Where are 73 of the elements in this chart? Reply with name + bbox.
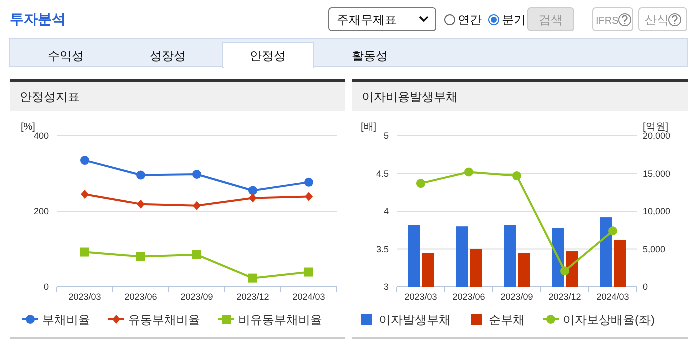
y2-tick-label: 0 <box>643 282 648 292</box>
y-axis-title: [배] <box>361 122 377 133</box>
point <box>416 179 426 188</box>
y-tick-label: 4.5 <box>376 168 389 179</box>
x-tick-label: 2023/03 <box>68 292 102 302</box>
text: 안정성 <box>250 49 286 63</box>
text: 주재무제표 <box>337 13 397 27</box>
x-tick-label: 2024/03 <box>292 292 326 302</box>
bar <box>470 249 482 287</box>
point <box>608 226 618 236</box>
legend-label: 유동부채비율 <box>128 313 200 327</box>
x-tick-label: 2023/12 <box>236 292 270 302</box>
point <box>304 178 314 187</box>
x-tick-label: 2023/06 <box>452 292 486 302</box>
y2-tick-label: 20,000 <box>643 131 671 141</box>
point <box>136 170 146 180</box>
point <box>248 186 258 196</box>
text: 분기 <box>502 13 526 27</box>
text: 활동성 <box>352 49 388 63</box>
point <box>80 156 90 166</box>
y-tick-label: 3.5 <box>376 244 389 254</box>
point <box>192 170 202 180</box>
y2-tick-label: 15,000 <box>643 168 671 179</box>
text: 연간 <box>458 13 482 27</box>
x-tick-label: 2023/06 <box>124 292 158 302</box>
y-tick-label: 5 <box>384 131 389 141</box>
x-tick-label: 2023/03 <box>404 292 438 302</box>
text: 수익성 <box>48 49 84 63</box>
y2-tick-label: 10,000 <box>643 206 671 216</box>
point <box>136 252 146 262</box>
point <box>137 200 145 209</box>
legend-label: 이자발생부채 <box>379 313 451 327</box>
legend-label: 비유동부채비율 <box>238 313 322 327</box>
y-tick-label: 0 <box>44 282 49 292</box>
text: IFRS <box>596 16 620 27</box>
point <box>304 268 314 277</box>
chart-title: 안정성지표 <box>20 90 80 104</box>
point <box>248 274 258 283</box>
text: 검색 <box>539 13 563 27</box>
bar <box>422 253 434 287</box>
point <box>193 201 201 210</box>
y-tick-label: 4 <box>384 206 389 216</box>
point <box>512 172 522 181</box>
point <box>464 168 474 177</box>
bar <box>518 253 530 287</box>
point <box>80 248 90 257</box>
y-tick-label: 200 <box>34 206 49 216</box>
legend-label: 순부채 <box>489 313 525 327</box>
chart-title: 이자비용발생부채 <box>362 90 458 104</box>
y2-axis-title: [억원] <box>643 122 669 133</box>
y-axis-title: [%] <box>21 122 36 133</box>
text: 산식 <box>645 13 669 27</box>
x-tick-label: 2023/09 <box>500 292 534 302</box>
point <box>81 190 89 200</box>
bar <box>504 225 516 287</box>
y2-tick-label: 5,000 <box>643 244 666 254</box>
x-tick-label: 2023/12 <box>548 292 582 302</box>
point <box>305 192 313 202</box>
x-tick-label: 2024/03 <box>596 292 630 302</box>
legend-label: 부채비율 <box>42 313 90 327</box>
bar <box>456 226 468 287</box>
text: 투자분석 <box>10 11 66 27</box>
y-tick-label: 3 <box>384 282 389 292</box>
point <box>249 194 257 203</box>
x-tick-label: 2023/09 <box>180 292 214 302</box>
point <box>560 266 570 276</box>
point <box>192 250 202 260</box>
y-tick-label: 400 <box>34 131 49 141</box>
bar <box>614 240 626 287</box>
text: 성장성 <box>150 49 186 63</box>
bar <box>408 225 420 287</box>
bar <box>600 218 612 287</box>
legend-label: 이자보상배율(좌) <box>563 313 655 327</box>
